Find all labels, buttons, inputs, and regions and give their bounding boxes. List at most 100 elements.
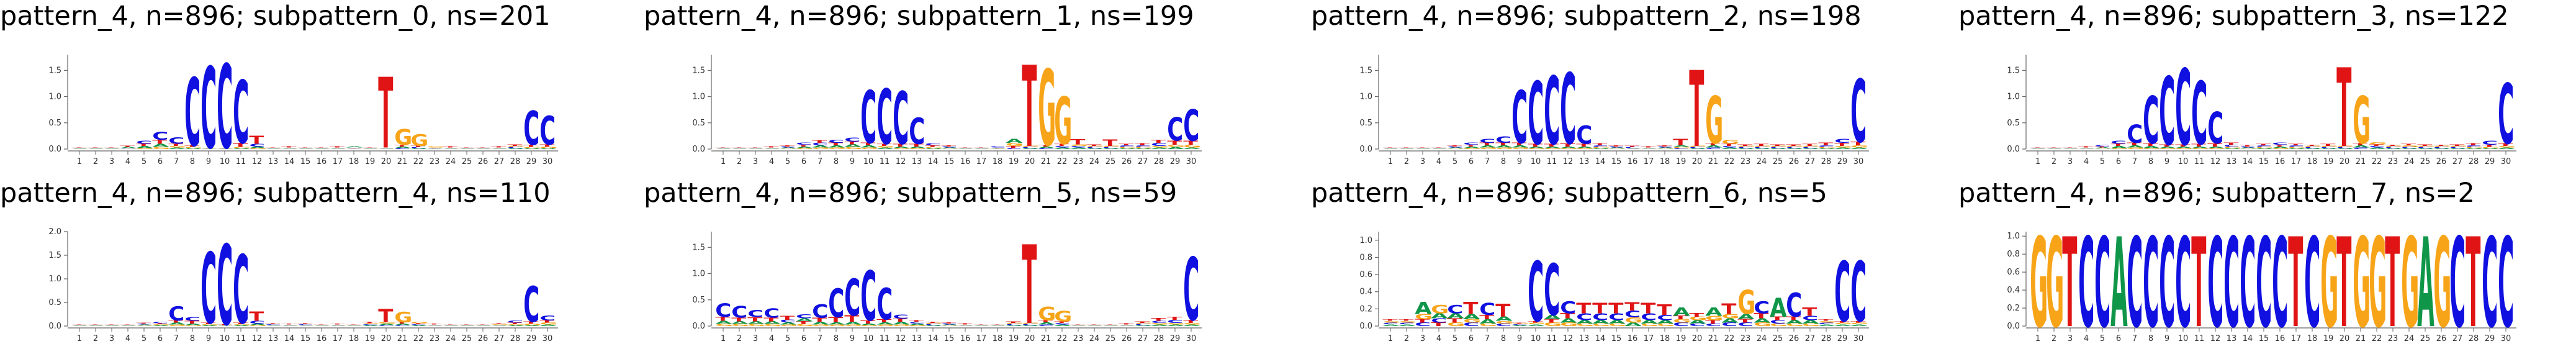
logo-letter-c: C xyxy=(265,324,281,325)
x-tick-label: 3 xyxy=(109,157,114,166)
x-tick-label: 24 xyxy=(1089,157,1100,166)
logo-letter-t: T xyxy=(539,320,555,324)
logo-letter-a: A xyxy=(523,148,541,150)
x-tick-label: 10 xyxy=(220,334,230,343)
logo-letter-g: G xyxy=(426,146,444,148)
logo-letter-a: A xyxy=(1544,314,1560,321)
x-tick-label: 15 xyxy=(1611,334,1622,343)
x-tick-label: 9 xyxy=(2164,157,2169,166)
logo-letter-t: T xyxy=(2175,144,2191,147)
y-tick-label: 0.0 xyxy=(692,322,705,331)
x-tick-label: 2 xyxy=(93,157,98,166)
logo-letter-t: T xyxy=(2336,46,2351,171)
logo-letter-t: T xyxy=(475,324,490,325)
logo-letter-a: A xyxy=(410,148,428,150)
logo-letter-a: A xyxy=(2401,148,2418,150)
logo-letter-a: A xyxy=(1495,315,1512,322)
sequence-logo-plot: 0.00.20.40.60.81.01 2 3 4 5 6 7 8 9 10 11 12 13 14 15 1… xyxy=(2007,212,2516,354)
logo-letter-a: A xyxy=(1431,148,1448,149)
logo-letter-t: T xyxy=(2191,143,2207,147)
logo-letter-c: C xyxy=(2094,212,2110,354)
logo-letter-g: G xyxy=(1022,146,1040,148)
logo-letter-t: T xyxy=(330,146,345,148)
logo-letter-g: G xyxy=(780,148,798,149)
x-tick-label: 8 xyxy=(834,334,839,343)
logo-letter-c: C xyxy=(828,139,844,144)
x-tick-label: 7 xyxy=(1485,334,1490,343)
logo-letter-a: A xyxy=(909,146,926,148)
logo-letter-a: A xyxy=(941,147,958,149)
logo-letter-c: C xyxy=(200,233,217,346)
logo-letter-a: A xyxy=(1151,324,1168,327)
logo-letter-t: T xyxy=(1167,140,1182,147)
logo-letter-t: T xyxy=(1802,143,1817,147)
logo-letter-c: C xyxy=(152,130,168,143)
x-tick-label: 23 xyxy=(1073,157,1084,166)
logo-letter-g: G xyxy=(2127,147,2145,150)
logo-letter-t: T xyxy=(1560,312,1575,320)
logo-letter-t: T xyxy=(1721,143,1737,147)
x-tick-label: 9 xyxy=(1517,334,1522,343)
logo-letter-t: T xyxy=(1006,321,1020,324)
logo-letter-g: G xyxy=(1495,147,1513,150)
logo-letter-t: T xyxy=(523,144,539,147)
x-tick-label: 24 xyxy=(1757,334,1767,343)
logo-letter-c: C xyxy=(1754,299,1770,318)
logo-letter-c: C xyxy=(844,137,860,143)
x-tick-label: 25 xyxy=(1106,334,1116,343)
logo-letter-g: G xyxy=(1086,324,1104,325)
logo-letter-g: G xyxy=(249,148,267,150)
logo-letter-g: G xyxy=(1641,147,1659,148)
logo-letter-t: T xyxy=(1102,138,1118,148)
logo-letter-c: C xyxy=(1431,317,1447,324)
logo-letter-a: A xyxy=(844,321,862,325)
y-tick-label: 1.0 xyxy=(1359,93,1372,102)
logo-letter-g: G xyxy=(2062,147,2080,148)
x-tick-label: 4 xyxy=(769,157,774,166)
y-tick-label: 0.8 xyxy=(2007,250,2020,259)
logo-letter-t: T xyxy=(1770,316,1785,322)
logo-letter-g: G xyxy=(200,324,218,325)
logo-letter-a: A xyxy=(2288,148,2305,150)
logo-letter-t: T xyxy=(1592,301,1608,317)
x-tick-label: 19 xyxy=(1009,157,1019,166)
logo-letter-a: A xyxy=(104,148,121,149)
logo-letter-g: G xyxy=(2094,148,2112,149)
logo-letter-t: T xyxy=(763,317,779,322)
logo-letter-c: C xyxy=(539,315,556,322)
logo-letter-g: G xyxy=(1802,323,1820,327)
panel-title: pattern_4, n=896; subpattern_6, ns=5 xyxy=(1311,178,1827,209)
x-tick-label: 16 xyxy=(2275,334,2286,343)
x-tick-label: 7 xyxy=(174,334,179,343)
y-tick-label: 0.5 xyxy=(48,298,61,307)
x-tick-label: 19 xyxy=(365,157,376,166)
x-tick-label: 21 xyxy=(1708,157,1719,166)
logo-letter-g: G xyxy=(1818,147,1836,148)
logo-letter-g: G xyxy=(1624,317,1642,325)
logo-letter-g: G xyxy=(1560,148,1578,150)
x-tick-label: 20 xyxy=(2340,334,2350,343)
logo-letter-t: T xyxy=(507,322,522,325)
logo-letter-g: G xyxy=(1398,320,1416,323)
y-tick-label: 0.2 xyxy=(1359,304,1372,314)
x-tick-label: 21 xyxy=(1041,157,1052,166)
panel-title: pattern_4, n=896; subpattern_1, ns=199 xyxy=(644,1,1194,32)
logo-letter-g: G xyxy=(715,324,733,327)
logo-letter-c: C xyxy=(2223,212,2240,354)
logo-letter-a: A xyxy=(893,146,910,148)
x-tick-label: 30 xyxy=(2501,157,2511,166)
logo-letter-t: T xyxy=(539,144,555,147)
logo-letter-g: G xyxy=(2369,212,2387,354)
x-tick-label: 5 xyxy=(2100,334,2105,343)
y-tick-label: 1.0 xyxy=(692,93,705,102)
logo-letter-a: A xyxy=(265,148,282,149)
logo-letter-a: A xyxy=(1022,148,1039,150)
logo-letter-c: C xyxy=(1167,112,1183,149)
logo-letter-t: T xyxy=(1447,317,1462,324)
logo-letter-g: G xyxy=(1070,324,1088,325)
logo-letter-t: T xyxy=(426,324,441,325)
logo-letter-t: T xyxy=(2288,143,2303,146)
logo-letter-a: A xyxy=(715,148,732,149)
logo-letter-g: G xyxy=(378,147,396,148)
logo-letter-a: A xyxy=(989,148,1007,149)
